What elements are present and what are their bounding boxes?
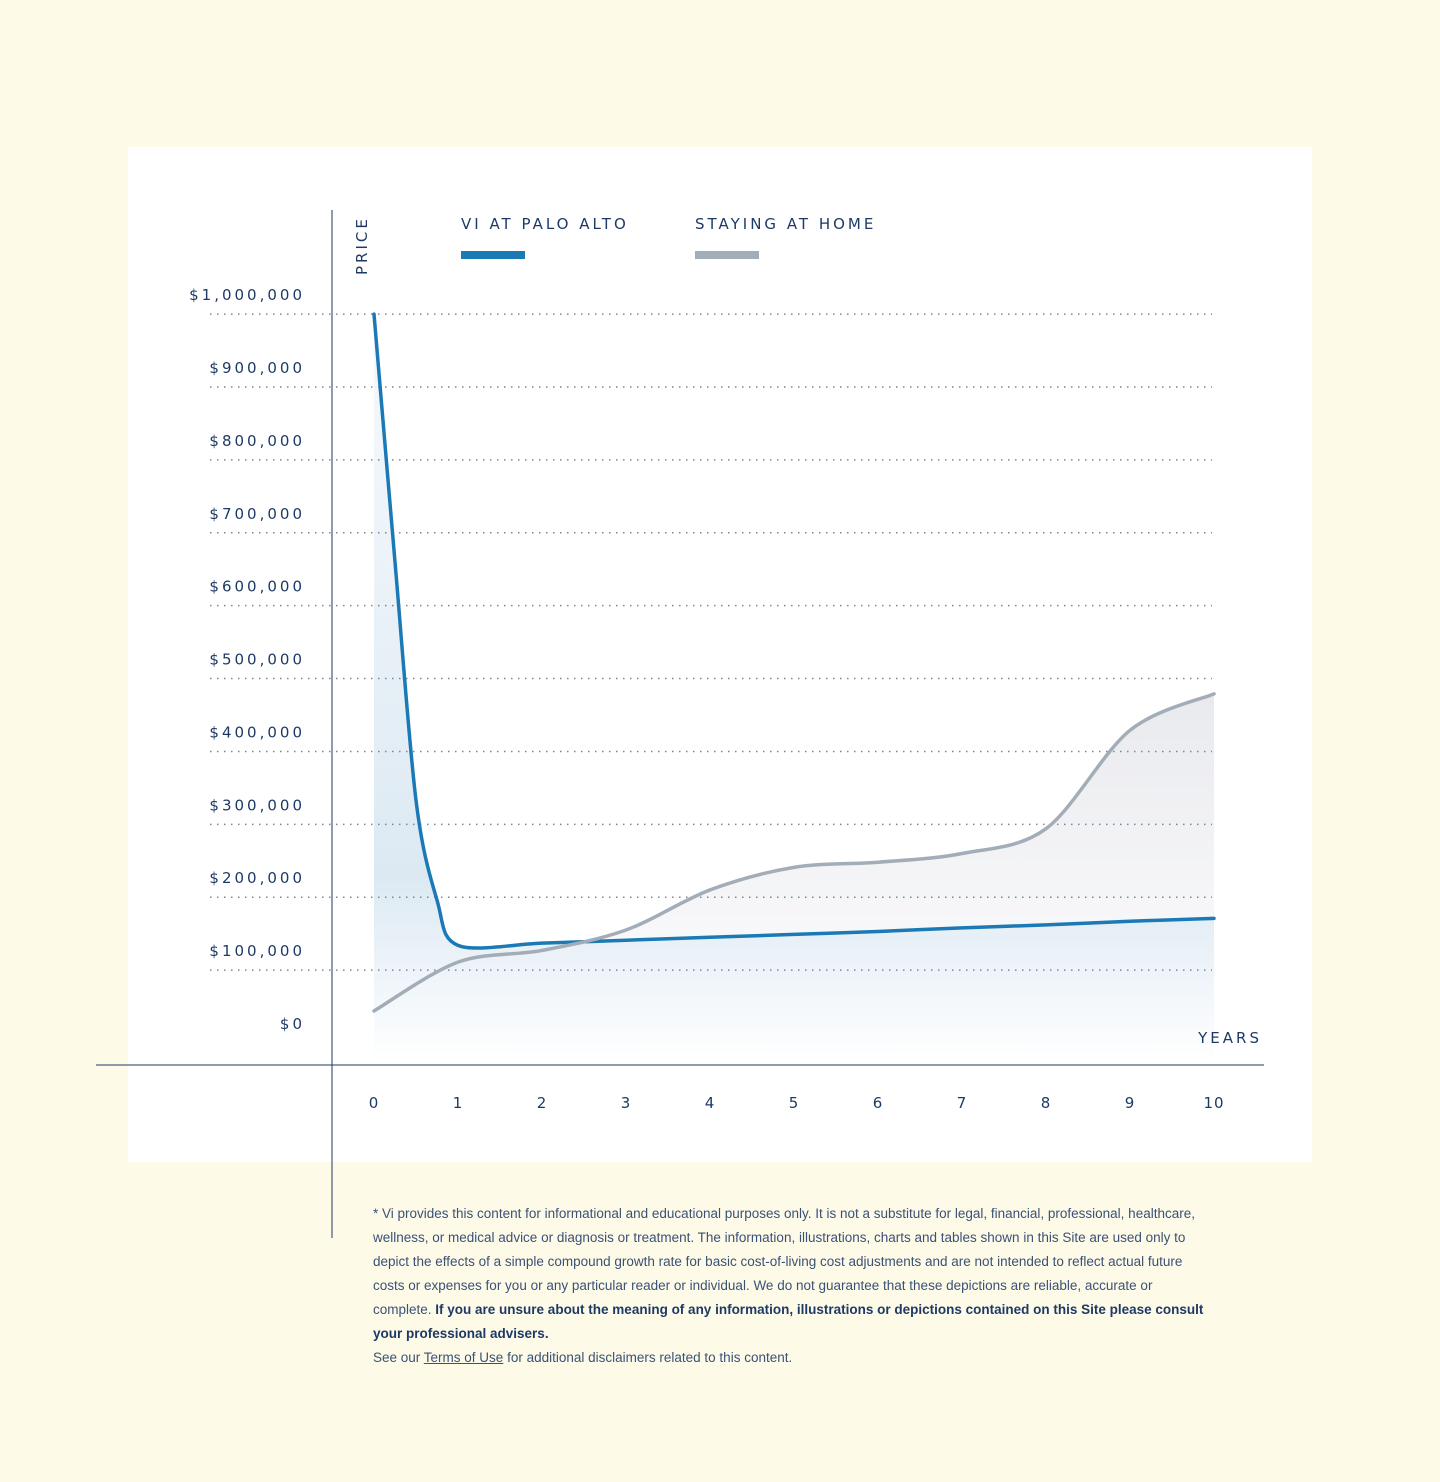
x-tick-label: 8 — [1041, 1094, 1052, 1112]
x-axis-label: YEARS — [1197, 1029, 1262, 1047]
area-vi — [374, 314, 1214, 1064]
disclaimer-bold: If you are unsure about the meaning of a… — [373, 1302, 1204, 1341]
x-tick-label: 7 — [957, 1094, 968, 1112]
x-tick-label: 3 — [621, 1094, 632, 1112]
y-tick-label: $700,000 — [209, 505, 305, 523]
y-tick-label: $100,000 — [209, 942, 305, 960]
disclaimer-text: * Vi provides this content for informati… — [373, 1206, 1195, 1317]
y-axis-label: PRICE — [353, 216, 371, 275]
y-tick-label: $300,000 — [209, 796, 305, 814]
x-tick-label: 4 — [705, 1094, 716, 1112]
x-tick-label: 10 — [1203, 1094, 1224, 1112]
y-tick-label: $900,000 — [209, 359, 305, 377]
y-tick-label: $0 — [280, 1015, 305, 1033]
y-tick-label: $800,000 — [209, 432, 305, 450]
disclaimer: * Vi provides this content for informati… — [373, 1202, 1213, 1370]
x-tick-label: 9 — [1125, 1094, 1136, 1112]
series-line-vi — [372, 312, 1216, 950]
y-tick-label: $600,000 — [209, 578, 305, 596]
y-tick-label: $400,000 — [209, 723, 305, 741]
series-line-home — [372, 692, 1216, 1013]
see-suffix: for additional disclaimers related to th… — [503, 1350, 793, 1365]
x-tick-label: 0 — [369, 1094, 380, 1112]
y-tick-label: $200,000 — [209, 869, 305, 887]
terms-of-use-link[interactable]: Terms of Use — [423, 1350, 504, 1365]
y-tick-label: $500,000 — [209, 651, 305, 669]
x-tick-label: 1 — [453, 1094, 464, 1112]
x-tick-label: 2 — [537, 1094, 548, 1112]
x-tick-label: 5 — [789, 1094, 800, 1112]
legend-swatch-home — [695, 251, 759, 259]
legend-label-home: STAYING AT HOME — [695, 215, 876, 233]
legend-swatch-vi — [461, 251, 525, 259]
see-prefix: See our — [373, 1350, 424, 1365]
legend-label-vi: VI AT PALO ALTO — [461, 215, 629, 233]
legend: VI AT PALO ALTO STAYING AT HOME — [461, 215, 876, 259]
x-tick-label: 6 — [873, 1094, 884, 1112]
y-tick-label: $1,000,000 — [189, 286, 305, 304]
